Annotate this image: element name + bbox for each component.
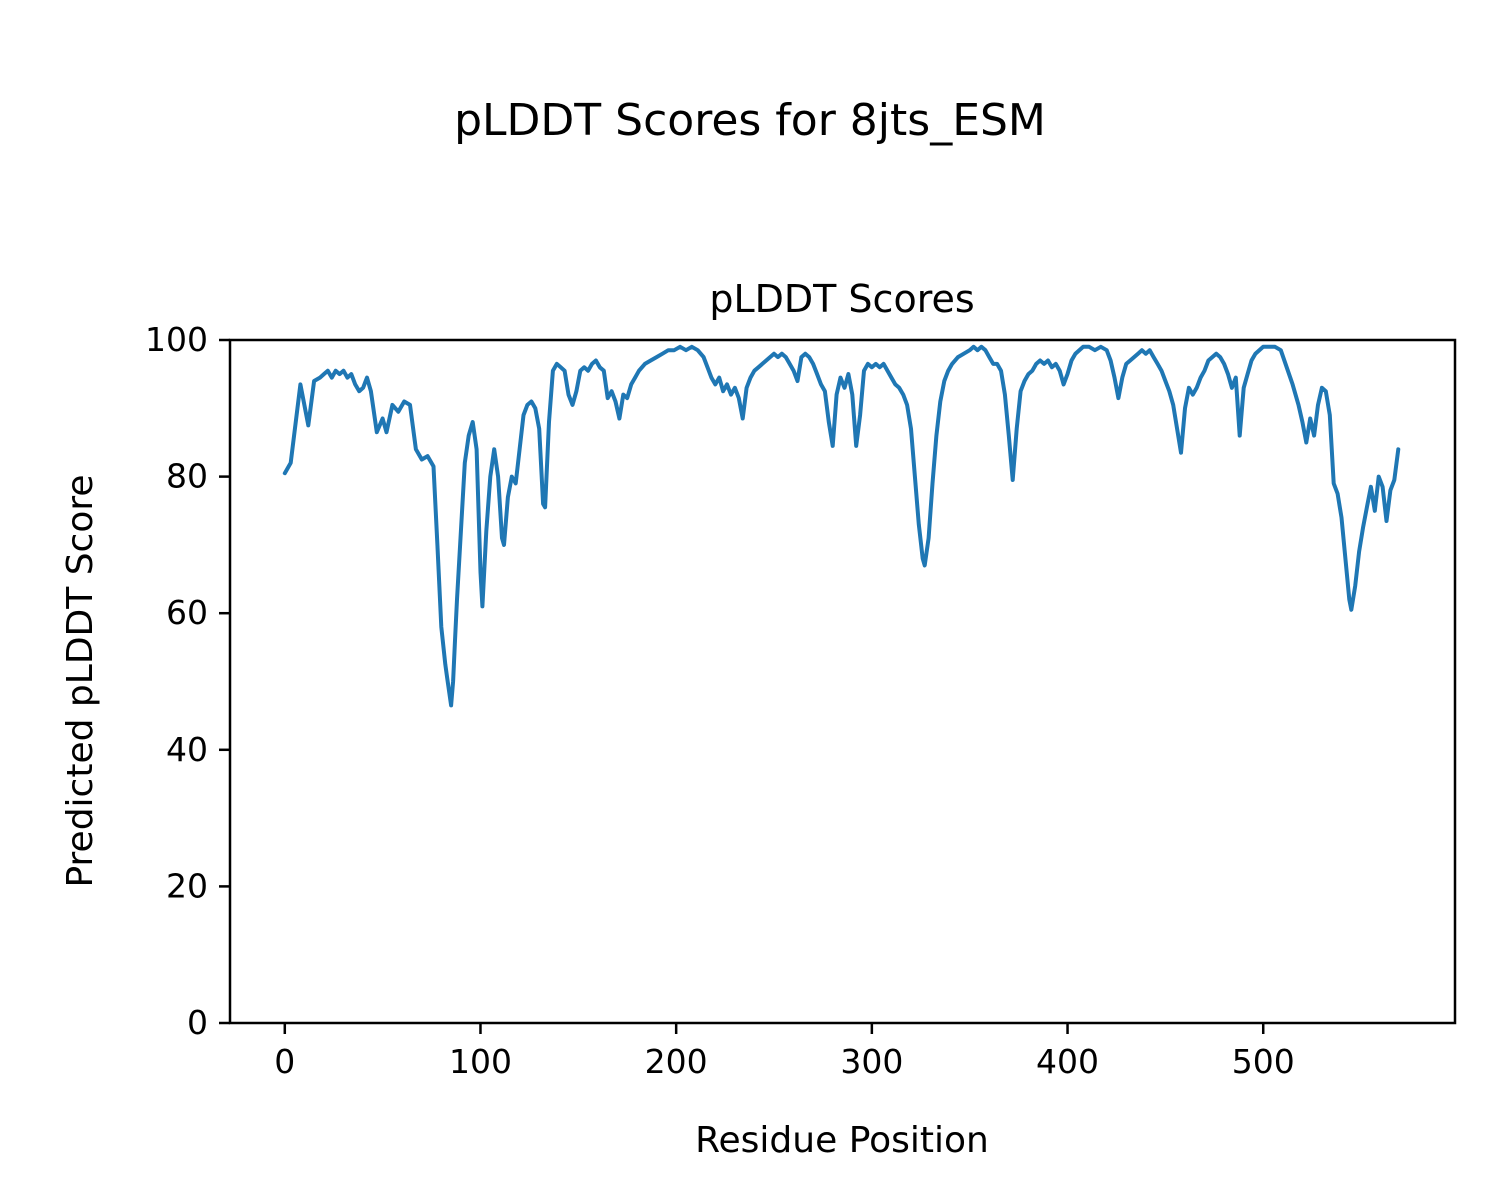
y-tick-label: 40 <box>166 730 208 769</box>
y-axis-ticks: 0 20 40 60 80 100 <box>145 320 230 1042</box>
x-tick-label: 300 <box>840 1042 903 1081</box>
x-tick-label: 200 <box>645 1042 708 1081</box>
x-axis-label: Residue Position <box>695 1120 989 1161</box>
x-axis-ticks: 0 100 200 300 400 500 <box>274 1023 1295 1081</box>
plddt-line <box>282 344 1401 708</box>
figure-title: pLDDT Scores for 8jts_ESM <box>454 95 1046 146</box>
axes-title: pLDDT Scores <box>709 277 974 321</box>
plot-area-frame <box>228 338 1457 1025</box>
x-tick-label: 100 <box>449 1042 512 1081</box>
x-tick-label: 0 <box>274 1042 295 1081</box>
x-tick-label: 400 <box>1036 1042 1099 1081</box>
y-axis-label: Predicted pLDDT Score <box>60 474 101 887</box>
y-tick-label: 60 <box>166 593 208 632</box>
y-tick-label: 0 <box>187 1003 208 1042</box>
y-tick-label: 80 <box>166 457 208 496</box>
x-tick-label: 500 <box>1232 1042 1295 1081</box>
y-tick-label: 100 <box>145 320 208 359</box>
y-tick-label: 20 <box>166 866 208 905</box>
